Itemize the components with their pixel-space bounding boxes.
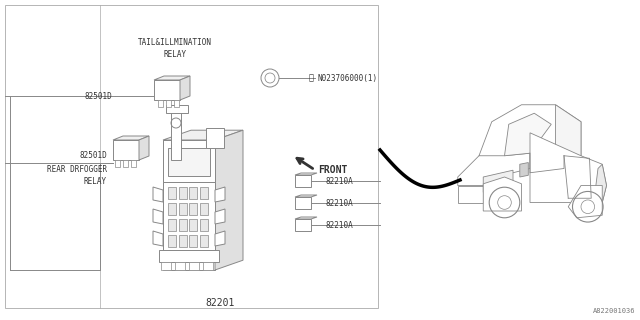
Bar <box>5 5 378 308</box>
Bar <box>174 100 179 107</box>
Bar <box>154 80 180 100</box>
Polygon shape <box>568 186 602 218</box>
Bar <box>179 219 186 231</box>
Polygon shape <box>215 130 243 270</box>
Bar <box>200 219 207 231</box>
Polygon shape <box>139 136 149 160</box>
Polygon shape <box>556 105 581 164</box>
Bar <box>113 140 139 160</box>
Polygon shape <box>153 187 163 202</box>
Polygon shape <box>153 209 163 224</box>
Polygon shape <box>113 136 149 140</box>
Polygon shape <box>215 231 225 246</box>
Polygon shape <box>154 76 190 80</box>
Bar <box>200 203 207 215</box>
Text: 82210A: 82210A <box>325 198 353 207</box>
Bar <box>295 197 311 209</box>
Text: 82201: 82201 <box>205 298 235 308</box>
Bar <box>206 128 224 148</box>
Bar <box>158 100 163 107</box>
Bar <box>171 105 181 160</box>
Text: 82501D: 82501D <box>79 151 107 160</box>
Polygon shape <box>458 133 530 186</box>
Bar <box>131 160 136 167</box>
Bar <box>179 203 186 215</box>
Bar <box>163 140 215 270</box>
Polygon shape <box>458 186 483 203</box>
Text: TAIL&ILLMINATION
RELAY: TAIL&ILLMINATION RELAY <box>138 38 212 59</box>
Bar <box>166 100 171 107</box>
Bar <box>168 203 176 215</box>
Bar <box>168 219 176 231</box>
Bar <box>179 187 186 199</box>
Polygon shape <box>163 130 243 140</box>
Bar <box>168 235 176 247</box>
Polygon shape <box>530 133 607 203</box>
Bar <box>189 187 197 199</box>
Polygon shape <box>215 209 225 224</box>
Polygon shape <box>479 105 581 164</box>
Bar <box>163 182 215 250</box>
Bar <box>189 203 197 215</box>
Bar <box>168 148 210 176</box>
Polygon shape <box>504 113 551 156</box>
Bar <box>115 160 120 167</box>
Bar <box>295 219 311 231</box>
Bar <box>159 250 219 262</box>
Bar <box>203 262 213 270</box>
Bar <box>123 160 128 167</box>
Text: 82210A: 82210A <box>325 220 353 229</box>
Polygon shape <box>180 76 190 100</box>
Bar <box>295 175 311 187</box>
Text: REAR DRFOGGER
RELAY: REAR DRFOGGER RELAY <box>47 165 107 186</box>
Text: A822001036: A822001036 <box>593 308 635 314</box>
Text: Ⓝ: Ⓝ <box>309 74 314 83</box>
Polygon shape <box>483 170 513 192</box>
Polygon shape <box>295 173 317 175</box>
Polygon shape <box>295 195 317 197</box>
Bar <box>175 262 185 270</box>
Polygon shape <box>483 177 522 211</box>
Bar <box>166 105 188 113</box>
Polygon shape <box>520 163 528 177</box>
Polygon shape <box>153 231 163 246</box>
Text: 82210A: 82210A <box>325 177 353 186</box>
Bar <box>189 262 199 270</box>
Bar <box>168 187 176 199</box>
Text: 82501D: 82501D <box>84 92 112 100</box>
Bar <box>179 235 186 247</box>
Bar <box>189 219 197 231</box>
Bar <box>163 140 215 182</box>
Text: N023706000(1): N023706000(1) <box>317 74 377 83</box>
Bar <box>189 235 197 247</box>
Bar <box>161 262 171 270</box>
Bar <box>200 235 207 247</box>
Polygon shape <box>594 164 607 203</box>
Polygon shape <box>295 217 317 219</box>
Text: FRONT: FRONT <box>318 165 348 175</box>
Polygon shape <box>215 187 225 202</box>
Bar <box>200 187 207 199</box>
